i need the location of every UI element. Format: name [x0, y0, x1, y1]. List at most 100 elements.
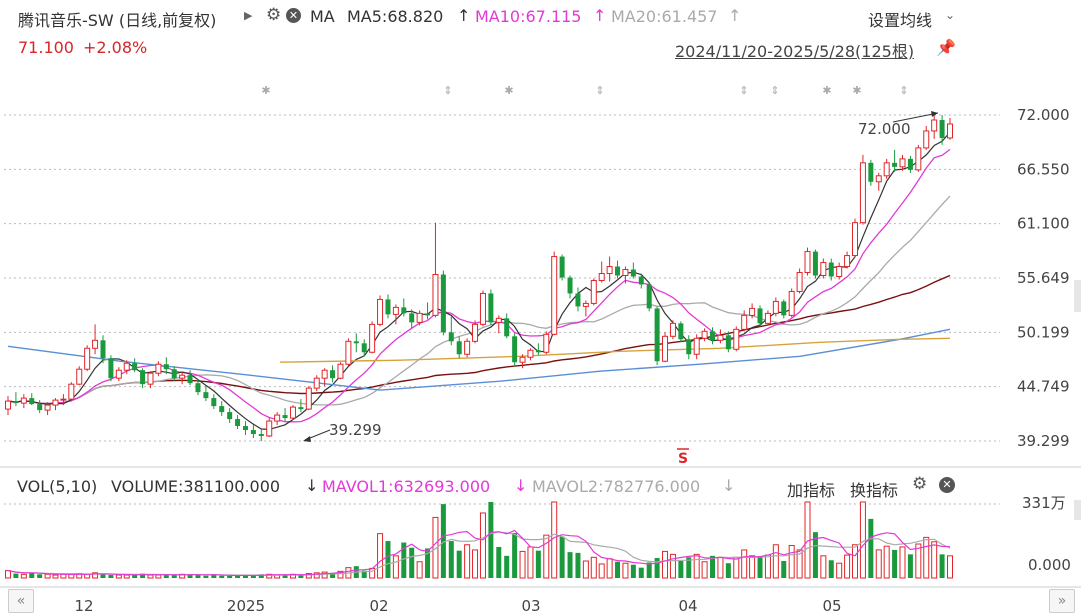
volume-bar	[488, 502, 494, 578]
candle-body	[345, 340, 352, 365]
volume-bar	[575, 552, 581, 578]
volume-bar	[313, 572, 320, 579]
volume-bar	[844, 554, 851, 579]
candle-body	[669, 322, 676, 337]
event-marker-icon: ⇕	[770, 84, 779, 97]
price-tick-label: 39.299	[1017, 432, 1070, 450]
candle-body	[678, 323, 684, 340]
candle-body	[575, 293, 581, 307]
volume-bar	[448, 541, 454, 578]
event-marker-icon: ⇕	[595, 84, 604, 97]
event-marker-icon: ⇕	[443, 84, 452, 97]
candle-body	[298, 407, 304, 410]
candle-body	[5, 400, 11, 410]
volume-bar	[669, 553, 676, 579]
volume-bar	[37, 574, 43, 578]
ma10-value: MA10:67.115	[475, 7, 582, 26]
volume-bar	[859, 501, 866, 579]
time-tick-label: 12	[74, 597, 93, 615]
close-icon[interactable]: ✕	[286, 8, 301, 23]
volume-bar	[749, 555, 756, 579]
candle-body	[883, 162, 890, 177]
chart-header: 腾讯音乐-SW (日线,前复权) ▶ ⚙ ✕ MA MA5:68.820 ↑ M…	[0, 0, 1081, 61]
candle-body	[741, 314, 748, 330]
event-marker-icon: ⇕	[899, 84, 908, 97]
volume-bar	[630, 564, 636, 578]
volume-bar	[582, 560, 589, 579]
scroll-right-button[interactable]: »	[1049, 589, 1075, 613]
volume-bar	[519, 550, 526, 579]
last-price: 71.100	[18, 38, 74, 57]
candle-body	[646, 284, 652, 309]
candle-body	[495, 317, 502, 323]
volume-bar	[892, 549, 898, 578]
volume-bar	[425, 548, 431, 578]
ma5-line	[7, 131, 951, 431]
volume-bar	[298, 575, 304, 578]
candle-body	[440, 274, 446, 333]
price-change: +2.08%	[83, 38, 148, 57]
volume-bar	[527, 546, 534, 579]
candle-body	[828, 262, 834, 277]
candle-body	[717, 334, 724, 341]
candle-body	[892, 162, 898, 167]
candle-body	[764, 312, 771, 324]
volume-bar	[725, 563, 731, 578]
volume-bar	[92, 572, 99, 579]
gear-icon[interactable]: ⚙	[266, 5, 282, 25]
high-price-label: 72.000	[858, 120, 911, 138]
volume-bar	[377, 533, 384, 579]
volume-gear-icon[interactable]: ⚙	[912, 474, 928, 494]
scroll-left-button[interactable]: «	[8, 589, 34, 613]
add-indicator-button[interactable]: 加指标	[787, 481, 836, 500]
stock-title[interactable]: 腾讯音乐-SW (日线,前复权)	[18, 11, 217, 30]
date-range[interactable]: 2024/11/20-2025/5/28(125根)	[675, 42, 915, 61]
candle-body	[76, 368, 83, 385]
volume-bar	[764, 554, 771, 579]
price-tick-label: 55.649	[1017, 269, 1070, 287]
candle-body	[598, 273, 605, 281]
candle-body	[638, 276, 644, 285]
low-price-label: 39.299	[329, 421, 382, 439]
volume-bar	[757, 557, 763, 578]
volume-bar	[123, 574, 130, 579]
volume-bar	[235, 575, 241, 578]
candle-body	[527, 349, 534, 358]
volume-bar	[512, 532, 518, 578]
volume-bar	[305, 573, 312, 579]
volume-bar	[20, 573, 27, 579]
right-edge-handle	[1074, 280, 1081, 312]
candle-body	[923, 130, 930, 149]
volume-bar	[812, 532, 818, 578]
candle-body	[875, 175, 882, 183]
candle-body	[488, 293, 494, 323]
high-pointer-arrow	[892, 112, 939, 123]
candle-body	[20, 397, 27, 404]
candle-body	[479, 292, 486, 325]
candle-body	[448, 332, 454, 342]
chevron-down-icon[interactable]: ⌄	[945, 8, 956, 22]
candle-body	[330, 370, 336, 379]
candle-body	[274, 414, 281, 422]
volume-close-icon[interactable]: ✕	[939, 477, 955, 493]
ma-label: MA	[310, 7, 335, 26]
switch-indicator-button[interactable]: 换指标	[850, 481, 899, 500]
volume-bar	[567, 552, 573, 578]
candle-body	[836, 266, 843, 277]
candle-body	[630, 269, 636, 277]
volume-bar	[543, 534, 550, 579]
pin-icon[interactable]: 📌	[936, 38, 956, 57]
candle-body	[123, 362, 130, 371]
candle-body	[615, 266, 621, 276]
candle-body	[852, 222, 859, 257]
candle-body	[899, 158, 906, 168]
candle-body	[219, 406, 225, 413]
ma20-up-arrow-icon: ↑	[728, 6, 742, 25]
candle-body	[132, 363, 138, 371]
volume-bar	[115, 574, 122, 579]
volume-bar	[646, 562, 652, 578]
play-icon[interactable]: ▶	[244, 9, 253, 22]
candle-body	[171, 369, 177, 379]
settings-ma-button[interactable]: 设置均线	[868, 11, 933, 30]
